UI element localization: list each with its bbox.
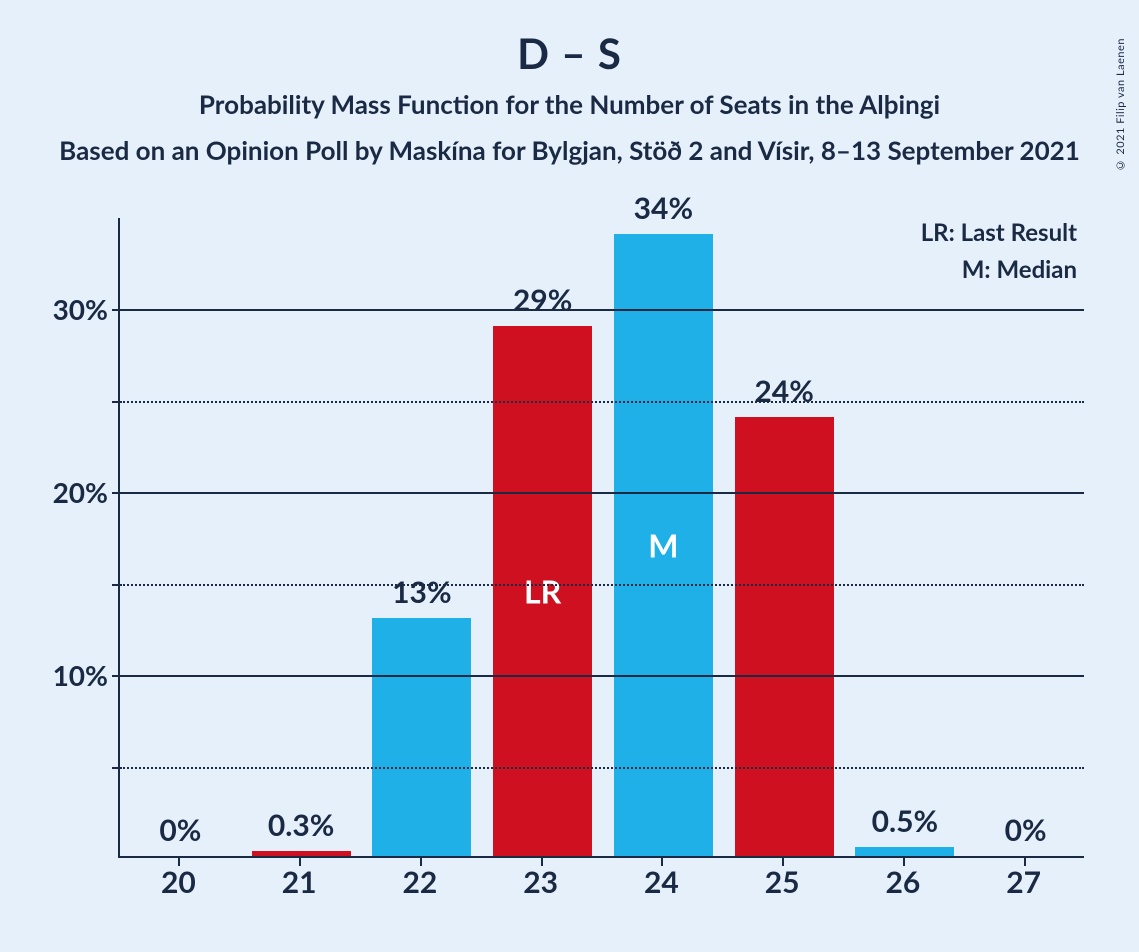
bar-value-label: 24%	[735, 373, 834, 409]
bar-inner-label: LR	[493, 571, 592, 610]
x-axis-label: 22	[402, 864, 437, 900]
x-axis-label: 27	[1006, 864, 1041, 900]
y-tick	[112, 675, 120, 677]
y-axis-label: 10%	[53, 658, 108, 692]
chart-subtitle-1: Probability Mass Function for the Number…	[0, 88, 1139, 120]
x-axis-label: 21	[282, 864, 317, 900]
bar-inner-label: M	[614, 526, 713, 565]
gridline-minor	[120, 584, 1084, 586]
bar: 0.5%	[855, 847, 954, 856]
bar-value-label: 34%	[614, 190, 713, 226]
y-tick	[112, 584, 120, 586]
y-tick	[112, 492, 120, 494]
y-axis-label: 20%	[53, 475, 108, 509]
bar: 13%	[372, 618, 471, 856]
gridline-minor	[120, 767, 1084, 769]
y-tick	[112, 767, 120, 769]
gridline-major	[120, 675, 1084, 677]
bar: 0.3%	[252, 851, 351, 856]
bar: 29%LR	[493, 326, 592, 856]
y-tick	[112, 401, 120, 403]
bar: 34%M	[614, 234, 713, 856]
gridline-minor	[120, 401, 1084, 403]
chart-subtitle-2: Based on an Opinion Poll by Maskína for …	[0, 134, 1139, 166]
x-axis-label: 25	[765, 864, 800, 900]
bar: 24%	[735, 417, 834, 856]
plot-area: 0%0.3%13%29%LR34%M24%0.5%0%	[118, 218, 1084, 858]
x-axis-label: 26	[885, 864, 920, 900]
bar-value-label: 29%	[493, 282, 592, 318]
y-tick	[112, 309, 120, 311]
bar-value-label: 0%	[976, 812, 1075, 848]
y-axis-label: 30%	[53, 292, 108, 326]
bar-value-label: 0%	[131, 812, 230, 848]
gridline-major	[120, 309, 1084, 311]
bars-container: 0%0.3%13%29%LR34%M24%0.5%0%	[120, 218, 1084, 856]
x-axis-label: 20	[161, 864, 196, 900]
copyright-text: © 2021 Filip van Laenen	[1114, 38, 1127, 171]
x-axis-label: 24	[644, 864, 679, 900]
bar-value-label: 13%	[372, 574, 471, 610]
chart-area: 0%0.3%13%29%LR34%M24%0.5%0% 10%20%30%202…	[64, 218, 1084, 898]
gridline-major	[120, 492, 1084, 494]
x-axis-label: 23	[523, 864, 558, 900]
bar-value-label: 0.3%	[252, 807, 351, 843]
chart-title: D – S	[0, 28, 1139, 78]
bar-value-label: 0.5%	[855, 803, 954, 839]
